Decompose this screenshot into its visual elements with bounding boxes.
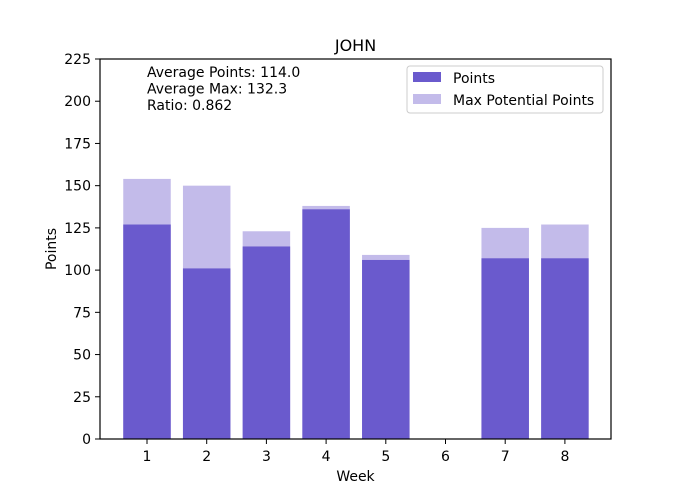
legend-swatch-max-potential (413, 94, 441, 104)
x-tick-label: 2 (202, 449, 211, 465)
stats-annotations: Average Points: 114.0 Average Max: 132.3… (147, 65, 300, 114)
y-axis-ticks: 0 25 50 75 100 125 150 175 200 225 (64, 52, 100, 448)
x-tick-label: 3 (262, 449, 271, 465)
bar-points-week-7 (481, 258, 529, 439)
ratio-annotation: Ratio: 0.862 (147, 98, 232, 114)
legend-label-max-potential: Max Potential Points (453, 93, 594, 109)
x-tick-label: 1 (143, 449, 152, 465)
x-tick-label: 7 (501, 449, 510, 465)
average-points-annotation: Average Points: 114.0 (147, 65, 300, 81)
x-tick-label: 8 (560, 449, 569, 465)
y-tick-label: 200 (64, 94, 91, 110)
bar-points-week-1 (123, 224, 171, 439)
x-axis-label: Week (336, 469, 375, 485)
y-tick-label: 225 (64, 52, 91, 68)
x-tick-label: 6 (441, 449, 450, 465)
bar-points-week-4 (302, 209, 350, 439)
x-tick-label: 5 (381, 449, 390, 465)
y-tick-label: 150 (64, 179, 91, 195)
bar-points-week-3 (242, 246, 291, 439)
legend-box (406, 65, 604, 114)
points-bars (123, 209, 589, 439)
average-max-annotation: Average Max: 132.3 (147, 82, 287, 98)
bar-points-week-5 (362, 259, 410, 439)
x-tick-label: 4 (322, 449, 331, 465)
legend-label-points: Points (453, 71, 495, 87)
legend: Points Max Potential Points (406, 65, 604, 114)
y-tick-label: 125 (64, 221, 91, 237)
plot-frame (99, 58, 612, 440)
legend-swatch-points (413, 72, 441, 82)
y-tick-label: 100 (64, 263, 91, 279)
x-axis-ticks: 1 2 3 4 5 6 7 8 (143, 439, 569, 465)
bar-points-week-8 (541, 258, 589, 439)
y-axis-label: Points (44, 228, 60, 270)
y-tick-label: 25 (73, 390, 91, 406)
y-tick-label: 0 (82, 432, 91, 448)
y-tick-label: 50 (73, 348, 91, 364)
y-tick-label: 175 (64, 136, 91, 152)
y-tick-label: 75 (73, 305, 91, 321)
chart-title: JOHN (334, 36, 376, 55)
bar-points-week-2 (182, 268, 231, 439)
